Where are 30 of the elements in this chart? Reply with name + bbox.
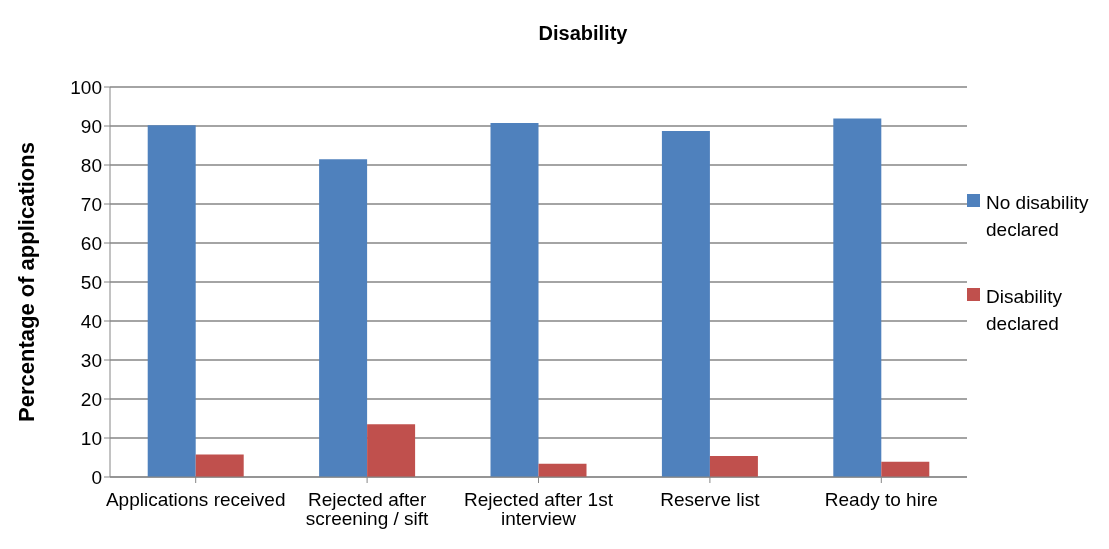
bar xyxy=(367,424,416,477)
y-tick-label: 100 xyxy=(70,76,102,98)
x-tick-label: Rejected after screening / sift xyxy=(305,489,430,530)
x-tick-label: Applications received xyxy=(105,489,286,511)
bar xyxy=(661,131,710,477)
bar xyxy=(490,122,539,477)
x-tick-label: Rejected after 1st interview xyxy=(464,489,614,530)
chart-title: Disability xyxy=(537,22,629,45)
y-tick-label: 10 xyxy=(80,427,102,449)
y-tick-label: 50 xyxy=(80,271,102,293)
y-tick-label: 0 xyxy=(91,466,102,488)
bar xyxy=(709,455,758,477)
bar xyxy=(195,454,244,477)
bar xyxy=(319,159,368,477)
legend-label: Disability declared xyxy=(986,284,1064,336)
legend-label: No disability declared xyxy=(986,190,1090,242)
y-tick-label: 40 xyxy=(80,310,102,332)
x-tick-label: Ready to hire xyxy=(824,489,938,511)
y-tick-label: 60 xyxy=(80,232,102,254)
bar xyxy=(833,118,882,477)
y-tick-label: 80 xyxy=(80,154,102,176)
bar xyxy=(538,463,587,477)
y-tick-label: 90 xyxy=(80,115,102,137)
y-tick-label: 70 xyxy=(80,193,102,215)
x-tick-label: Reserve list xyxy=(660,489,761,511)
bar xyxy=(147,125,196,477)
bar xyxy=(881,461,930,477)
y-tick-label: 30 xyxy=(80,349,102,371)
y-axis-title: Percentage of applications xyxy=(13,142,39,422)
y-tick-label: 20 xyxy=(80,388,102,410)
